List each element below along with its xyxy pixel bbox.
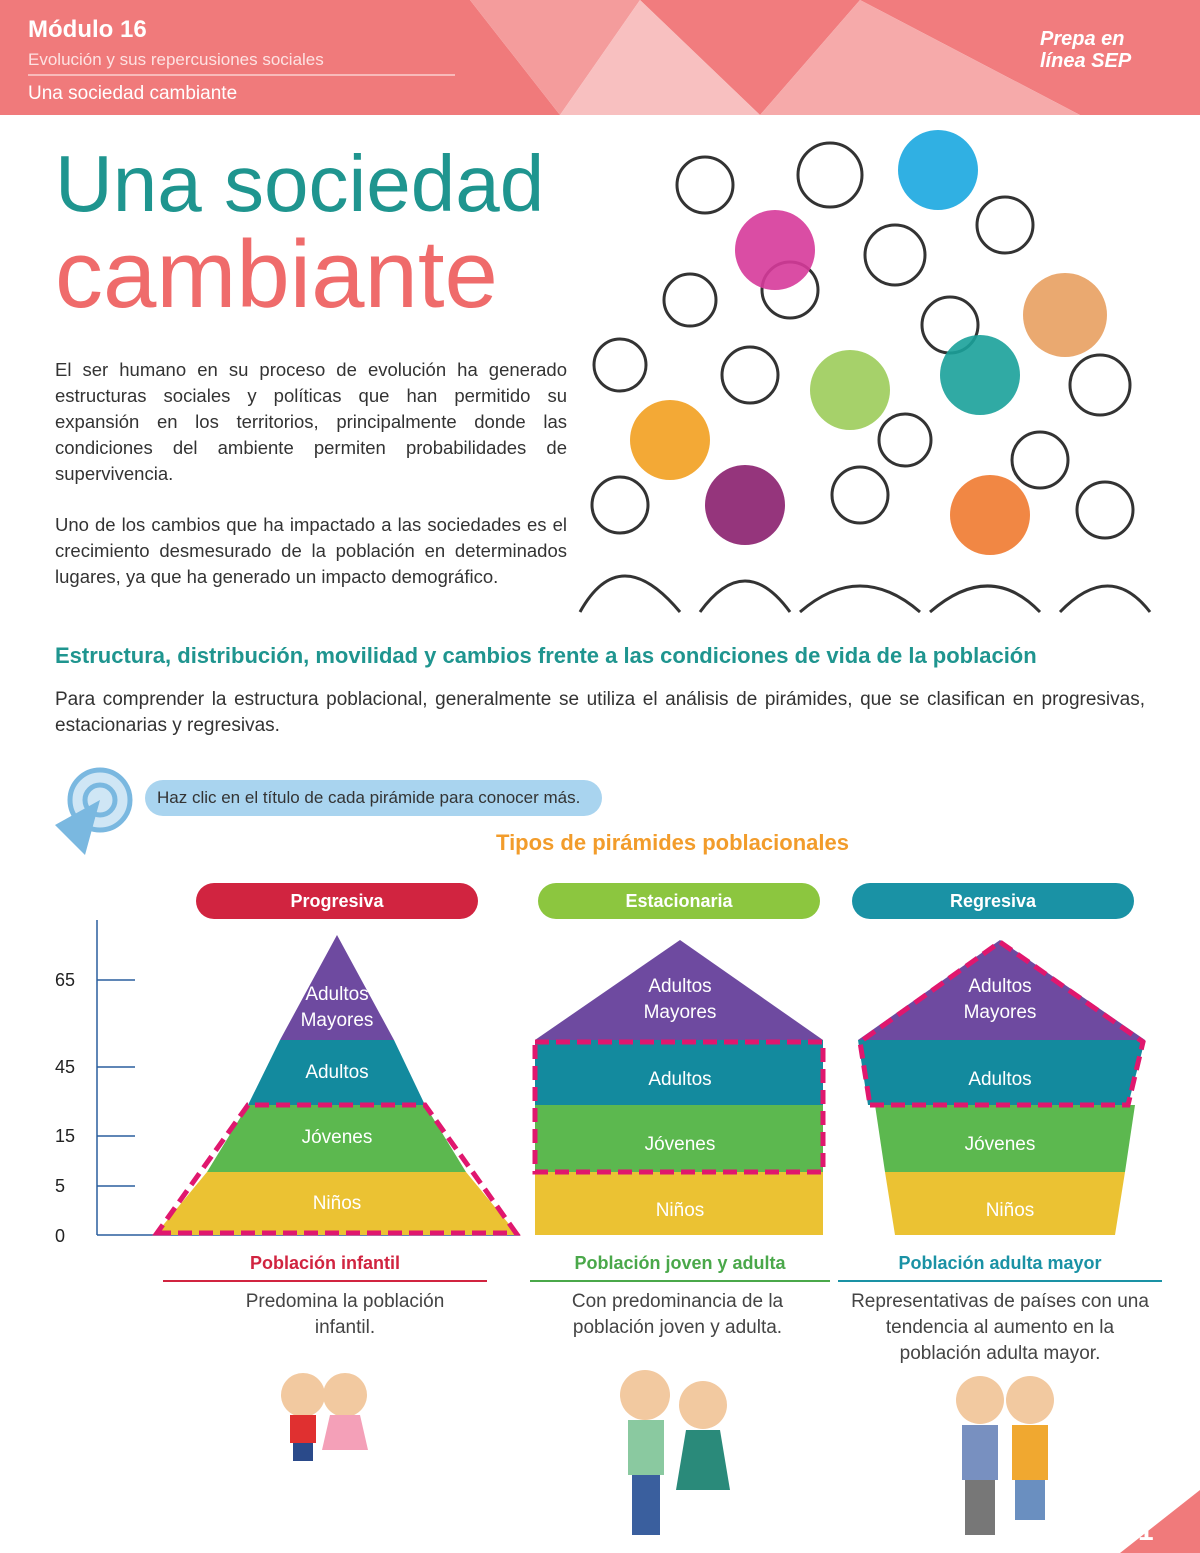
section-heading: Estructura, distribución, movilidad y ca…	[55, 643, 1037, 668]
axis-tick: 65	[55, 970, 76, 990]
topic: Una sociedad cambiante	[28, 83, 238, 104]
intro-paragraph: El ser humano en su proceso de evolución…	[55, 359, 567, 484]
subject: Evolución y sus repercusiones sociales	[28, 50, 324, 69]
pyramid-caption: Población joven y adulta	[574, 1253, 786, 1273]
pyramid-button[interactable]: Estacionaria	[538, 883, 820, 919]
module: Módulo 16	[28, 16, 147, 43]
section-text: Para comprender la estructura poblaciona…	[55, 689, 1145, 736]
pyramid-description: Predomina la población infantil.	[245, 1291, 445, 1338]
page-number: 1	[1138, 1515, 1154, 1546]
pyramid-description: Representativas de países con una tenden…	[851, 1291, 1149, 1364]
logo: Prepa en línea SEP	[1040, 28, 1132, 72]
pyramid-description: Con predominancia de la población joven …	[571, 1291, 784, 1338]
diagram-title: Tipos de pirámides poblacionales	[496, 830, 849, 855]
title-line1: Una sociedad	[55, 139, 545, 228]
level-label: Adultos	[648, 1069, 712, 1090]
pyramid-caption: Población infantil	[249, 1253, 400, 1273]
hint: Haz clic en el título de cada pirámide p…	[145, 780, 603, 816]
level-label: Adultos Mayores	[963, 976, 1037, 1023]
axis-tick: 15	[55, 1126, 76, 1146]
level-label: Jóvenes	[644, 1134, 716, 1155]
pyramid-button[interactable]: Progresiva	[196, 883, 478, 919]
level-label: Adultos Mayores	[643, 976, 717, 1023]
intro-paragraph: Uno de los cambios que ha impactado a la…	[55, 514, 567, 587]
level-label: Jóvenes	[301, 1127, 373, 1148]
axis-tick: 0	[55, 1226, 66, 1246]
level-label: Niños	[985, 1200, 1035, 1221]
level-label: Jóvenes	[964, 1134, 1036, 1155]
level-label: Niños	[312, 1193, 362, 1214]
level-label: Adultos	[968, 1069, 1032, 1090]
pyramid-button[interactable]: Regresiva	[852, 883, 1134, 919]
level-label: Adultos	[305, 1062, 369, 1083]
axis-tick: 45	[55, 1057, 76, 1077]
pyramid-caption: Población adulta mayor	[898, 1253, 1102, 1273]
axis-tick: 5	[55, 1176, 66, 1196]
level-label: Adultos Mayores	[300, 984, 374, 1031]
title-line2: cambiante	[55, 221, 498, 328]
level-label: Niños	[655, 1200, 705, 1221]
